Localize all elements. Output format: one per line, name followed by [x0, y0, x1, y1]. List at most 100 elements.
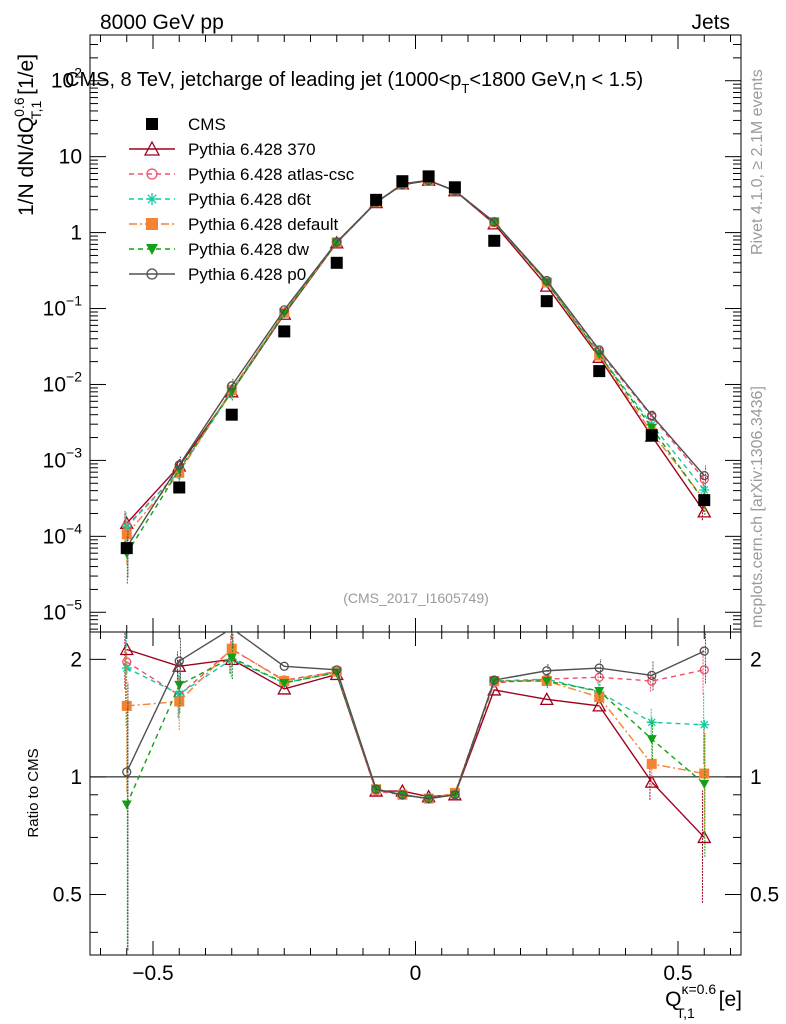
point-pythia-6-428-370: [697, 504, 712, 518]
ratio-point-pythia-6-428-p0: [122, 767, 132, 777]
ratio-point-pythia-6-428-370: [592, 698, 607, 712]
legend-marker-pythia-6-428-d6t: [146, 193, 158, 205]
y-tick-label: 10−1: [43, 293, 83, 321]
ratio-frame: [89, 631, 742, 956]
legend-label-pythia-6-428-dw: Pythia 6.428 dw: [188, 240, 310, 259]
legend-label-pythia-6-428-370: Pythia 6.428 370: [188, 140, 316, 159]
cms-data-point: [593, 365, 606, 378]
legend-label-pythia-6-428-atlas-csc: Pythia 6.428 atlas-csc: [188, 165, 355, 184]
point-pythia-6-428-default: [121, 529, 132, 540]
ratio-point-pythia-6-428-p0: [174, 656, 184, 666]
y-tick-label: 10: [59, 146, 82, 169]
legend-label-pythia-6-428-p0: Pythia 6.428 p0: [188, 265, 306, 284]
process-label: Jets: [691, 11, 730, 34]
legend-label-pythia-6-428-default: Pythia 6.428 default: [188, 215, 339, 234]
cms-data-point: [173, 481, 186, 494]
ratio-point-pythia-6-428-p0: [594, 663, 604, 673]
ratio-point-pythia-6-428-default: [121, 700, 132, 711]
ratio-point-pythia-6-428-dw: [226, 653, 237, 663]
main-series-group: [119, 170, 712, 584]
ratio-point-pythia-6-428-dw: [594, 686, 605, 696]
ratio-line-pythia-6-428-d6t: [126, 658, 705, 800]
side-version-label: Rivet 4.1.0, ≥ 2.1M events: [749, 69, 766, 255]
legend-marker-pythia-6-428-370: [143, 140, 161, 156]
x-tick-label: −0.5: [132, 962, 173, 985]
ratio-point-pythia-6-428-p0: [371, 784, 381, 794]
ratio-tick-label-right: 1: [750, 766, 762, 789]
x-tick-label: 0.5: [663, 962, 692, 985]
legend-marker-pythia-6-428-dw: [146, 244, 158, 255]
ratio-tick-label-right: 2: [750, 648, 762, 671]
ratio-tick-label-left: 1: [70, 766, 82, 789]
series-line-pythia-6-428-dw: [126, 179, 705, 554]
ratio-tick-label-right: 0.5: [750, 884, 779, 907]
ratio-point-pythia-6-428-d6t: [699, 719, 710, 730]
y-tick-label: 10−5: [43, 596, 83, 624]
ratio-panel: −0.5 0 0.5 0.5 0.5 1 1 2 2: [53, 631, 779, 985]
point-pythia-6-428-p0: [542, 275, 552, 286]
ratio-point-pythia-6-428-370: [644, 774, 659, 788]
ratio-point-pythia-6-428-p0: [647, 670, 657, 681]
point-pythia-6-428-p0: [647, 410, 657, 421]
point-pythia-6-428-p0: [489, 217, 499, 227]
ratio-point-pythia-6-428-p0: [332, 665, 342, 675]
y-tick-label: 10−4: [43, 520, 83, 548]
ratio-point-pythia-6-428-dw: [121, 800, 132, 810]
ratio-point-pythia-6-428-dw: [331, 668, 342, 678]
beam-label: 8000 GeV pp: [100, 11, 224, 34]
cms-data-point: [330, 256, 343, 269]
legend: CMS Pythia 6.428 370 Pythia 6.428 atlas-cs…: [129, 115, 355, 284]
y-axis-label-main: 1/N dN/dQ0.6T,1 [1/e]: [11, 54, 44, 216]
y-tick-label: 10−2: [43, 368, 83, 396]
ratio-point-pythia-6-428-370: [119, 642, 134, 656]
point-pythia-6-428-p0: [594, 345, 604, 355]
cms-data-point: [540, 295, 553, 308]
point-pythia-6-428-p0: [279, 305, 289, 315]
analysis-tag: (CMS_2017_I1605749): [343, 590, 489, 606]
legend-label-cms: CMS: [188, 115, 226, 134]
cms-data-point: [120, 542, 133, 555]
ratio-point-pythia-6-428-dw: [541, 677, 552, 687]
ratio-point-pythia-6-428-atlas-csc: [647, 676, 657, 686]
point-pythia-6-428-p0: [174, 460, 184, 470]
point-pythia-6-428-dw: [646, 423, 657, 433]
cms-data-point: [370, 193, 383, 206]
ratio-point-pythia-6-428-default: [226, 643, 237, 654]
legend-label-pythia-6-428-d6t: Pythia 6.428 d6t: [188, 190, 311, 209]
ratio-point-pythia-6-428-dw: [699, 779, 710, 789]
ratio-line-pythia-6-428-370: [126, 648, 705, 838]
ratio-point-pythia-6-428-dw: [646, 735, 657, 745]
ratio-point-pythia-6-428-p0: [397, 790, 408, 800]
plot-title: CMS, 8 TeV, jetcharge of leading jet (10…: [65, 69, 643, 96]
cms-data-point: [698, 494, 711, 507]
point-pythia-6-428-p0: [699, 470, 709, 481]
ratio-point-pythia-6-428-370: [277, 681, 292, 695]
ratio-point-pythia-6-428-p0: [228, 632, 235, 634]
point-pythia-6-428-p0: [227, 381, 237, 391]
cms-data-point: [278, 325, 291, 338]
cms-data-point: [645, 429, 658, 442]
ratio-point-pythia-6-428-p0: [450, 790, 460, 800]
point-pythia-6-428-dw: [541, 278, 552, 288]
x-axis-label: Qκ=0.6 T,1 [e]: [665, 981, 742, 1021]
y-tick-label: 102: [51, 65, 82, 93]
ratio-point-pythia-6-428-atlas-csc: [594, 672, 604, 682]
ratio-point-pythia-6-428-default: [646, 758, 657, 769]
cms-data-point: [422, 170, 435, 183]
main-panel: 10−5 10−4 10−3 10−2 10−1 1 10 102: [43, 34, 742, 955]
ratio-line-pythia-6-428-p0: [126, 632, 705, 800]
series-line-pythia-6-428-p0: [126, 179, 705, 548]
cms-data-point: [396, 175, 409, 188]
ratio-point-pythia-6-428-370: [539, 691, 554, 705]
ratio-point-pythia-6-428-p0: [489, 675, 499, 685]
ratio-point-pythia-6-428-dw: [279, 678, 290, 688]
legend-marker-pythia-6-428-default: [146, 218, 158, 230]
point-pythia-6-428-p0: [332, 237, 342, 247]
cms-data-point: [488, 234, 501, 247]
ratio-tick-label-left: 0.5: [53, 884, 82, 907]
y-axis-label-ratio: Ratio to CMS: [25, 748, 42, 837]
cms-data-point: [225, 408, 238, 421]
ratio-point-pythia-6-428-atlas-csc: [699, 665, 709, 675]
ratio-tick-label-left: 2: [70, 648, 82, 671]
